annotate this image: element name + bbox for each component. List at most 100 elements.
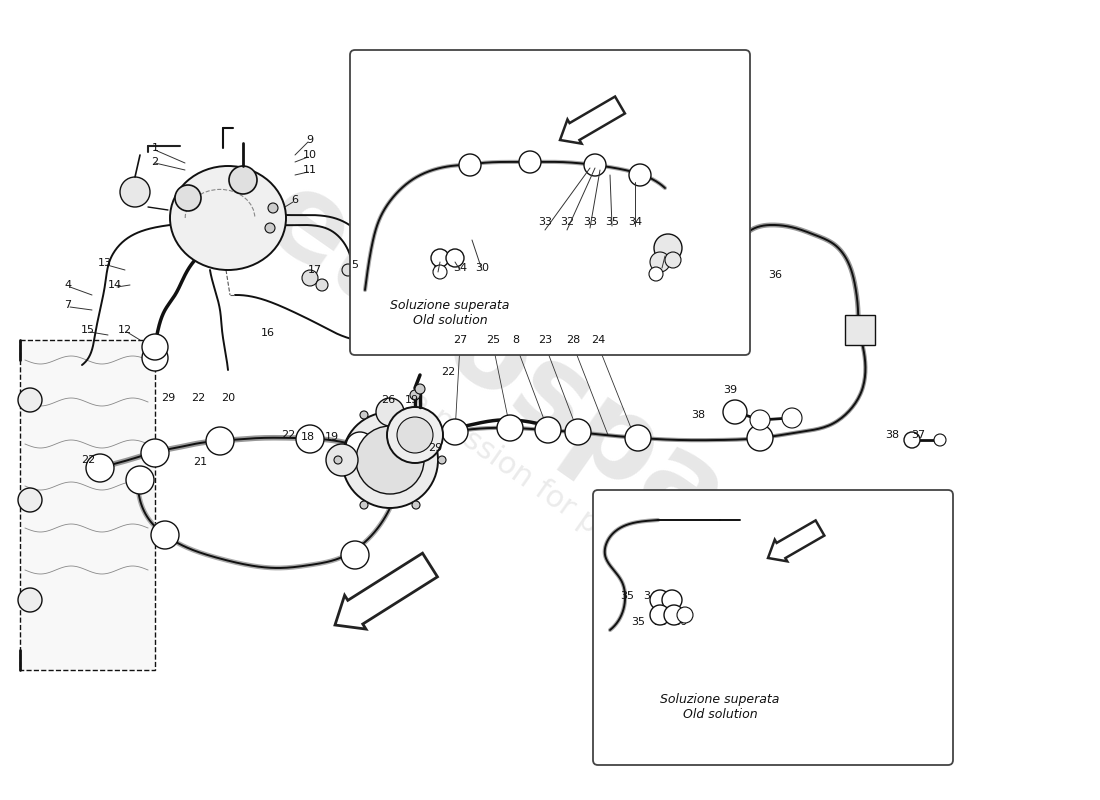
Text: 8: 8 (513, 335, 519, 345)
Text: 27: 27 (453, 335, 468, 345)
Circle shape (360, 411, 368, 419)
Circle shape (625, 425, 651, 451)
Circle shape (86, 454, 114, 482)
Text: 36: 36 (768, 270, 782, 280)
Text: 28: 28 (565, 335, 580, 345)
Circle shape (747, 425, 773, 451)
Text: Soluzione superata: Soluzione superata (660, 694, 780, 706)
Circle shape (18, 488, 42, 512)
Circle shape (142, 334, 168, 360)
Circle shape (438, 456, 446, 464)
Circle shape (519, 151, 541, 173)
Text: Old solution: Old solution (683, 709, 757, 722)
Text: 13: 13 (98, 258, 112, 268)
Circle shape (412, 501, 420, 509)
Text: 38: 38 (884, 430, 899, 440)
Circle shape (346, 432, 374, 460)
Circle shape (442, 419, 468, 445)
Circle shape (296, 425, 324, 453)
Text: a passion for parts since 1985: a passion for parts since 1985 (403, 386, 798, 674)
Text: 22: 22 (191, 393, 205, 403)
Text: 29: 29 (161, 393, 175, 403)
Circle shape (342, 264, 354, 276)
Circle shape (142, 345, 168, 371)
FancyBboxPatch shape (593, 490, 953, 765)
Circle shape (387, 407, 443, 463)
Circle shape (360, 501, 368, 509)
Circle shape (782, 408, 802, 428)
Text: 12: 12 (118, 325, 132, 335)
Text: 32: 32 (560, 217, 574, 227)
Text: 22: 22 (280, 430, 295, 440)
Text: 14: 14 (108, 280, 122, 290)
Circle shape (126, 466, 154, 494)
Text: 37: 37 (911, 430, 925, 440)
Polygon shape (560, 97, 625, 144)
Circle shape (459, 154, 481, 176)
Circle shape (341, 541, 368, 569)
Text: 33: 33 (583, 217, 597, 227)
Circle shape (446, 249, 464, 267)
Text: Soluzione superata: Soluzione superata (390, 298, 509, 311)
Circle shape (415, 384, 425, 394)
Polygon shape (768, 521, 824, 562)
Text: 19: 19 (324, 432, 339, 442)
Circle shape (629, 164, 651, 186)
Bar (20, 340, 155, 670)
Text: 10: 10 (302, 150, 317, 160)
Circle shape (723, 400, 747, 424)
Text: 35: 35 (605, 217, 619, 227)
Circle shape (120, 177, 150, 207)
Text: 34: 34 (653, 617, 667, 627)
Polygon shape (336, 553, 438, 629)
Text: Old solution: Old solution (412, 314, 487, 326)
Circle shape (326, 444, 358, 476)
Text: 39: 39 (723, 385, 737, 395)
Text: eurospares: eurospares (241, 159, 918, 681)
Circle shape (934, 434, 946, 446)
Text: 22: 22 (441, 367, 455, 377)
Circle shape (175, 185, 201, 211)
Circle shape (497, 415, 522, 441)
Text: 2: 2 (152, 157, 158, 167)
Text: 35: 35 (620, 591, 634, 601)
Text: 35: 35 (431, 263, 446, 273)
Text: 34: 34 (642, 591, 657, 601)
Circle shape (334, 456, 342, 464)
Text: 5: 5 (352, 260, 359, 270)
Circle shape (676, 607, 693, 623)
Circle shape (412, 411, 420, 419)
Text: 21: 21 (192, 457, 207, 467)
Text: 35: 35 (631, 617, 645, 627)
Circle shape (650, 252, 670, 272)
Circle shape (229, 166, 257, 194)
Circle shape (141, 439, 169, 467)
FancyBboxPatch shape (350, 50, 750, 355)
Text: 20: 20 (221, 393, 235, 403)
Text: 34: 34 (453, 263, 468, 273)
Circle shape (664, 605, 684, 625)
Text: 23: 23 (538, 335, 552, 345)
Bar (845, 315, 875, 345)
Circle shape (397, 417, 433, 453)
Circle shape (316, 279, 328, 291)
Text: 6: 6 (292, 195, 298, 205)
Circle shape (750, 410, 770, 430)
Circle shape (265, 223, 275, 233)
Text: 18: 18 (301, 432, 315, 442)
Text: 4: 4 (65, 280, 72, 290)
Circle shape (649, 267, 663, 281)
Text: 29: 29 (428, 443, 442, 453)
Circle shape (650, 605, 670, 625)
Circle shape (565, 419, 591, 445)
Text: 17: 17 (308, 265, 322, 275)
Circle shape (535, 417, 561, 443)
Text: 38: 38 (691, 410, 705, 420)
Text: 26: 26 (381, 395, 395, 405)
Circle shape (151, 521, 179, 549)
Text: 33: 33 (538, 217, 552, 227)
Circle shape (410, 390, 420, 400)
Text: 16: 16 (261, 328, 275, 338)
Text: 31: 31 (658, 247, 672, 257)
Circle shape (846, 316, 874, 344)
